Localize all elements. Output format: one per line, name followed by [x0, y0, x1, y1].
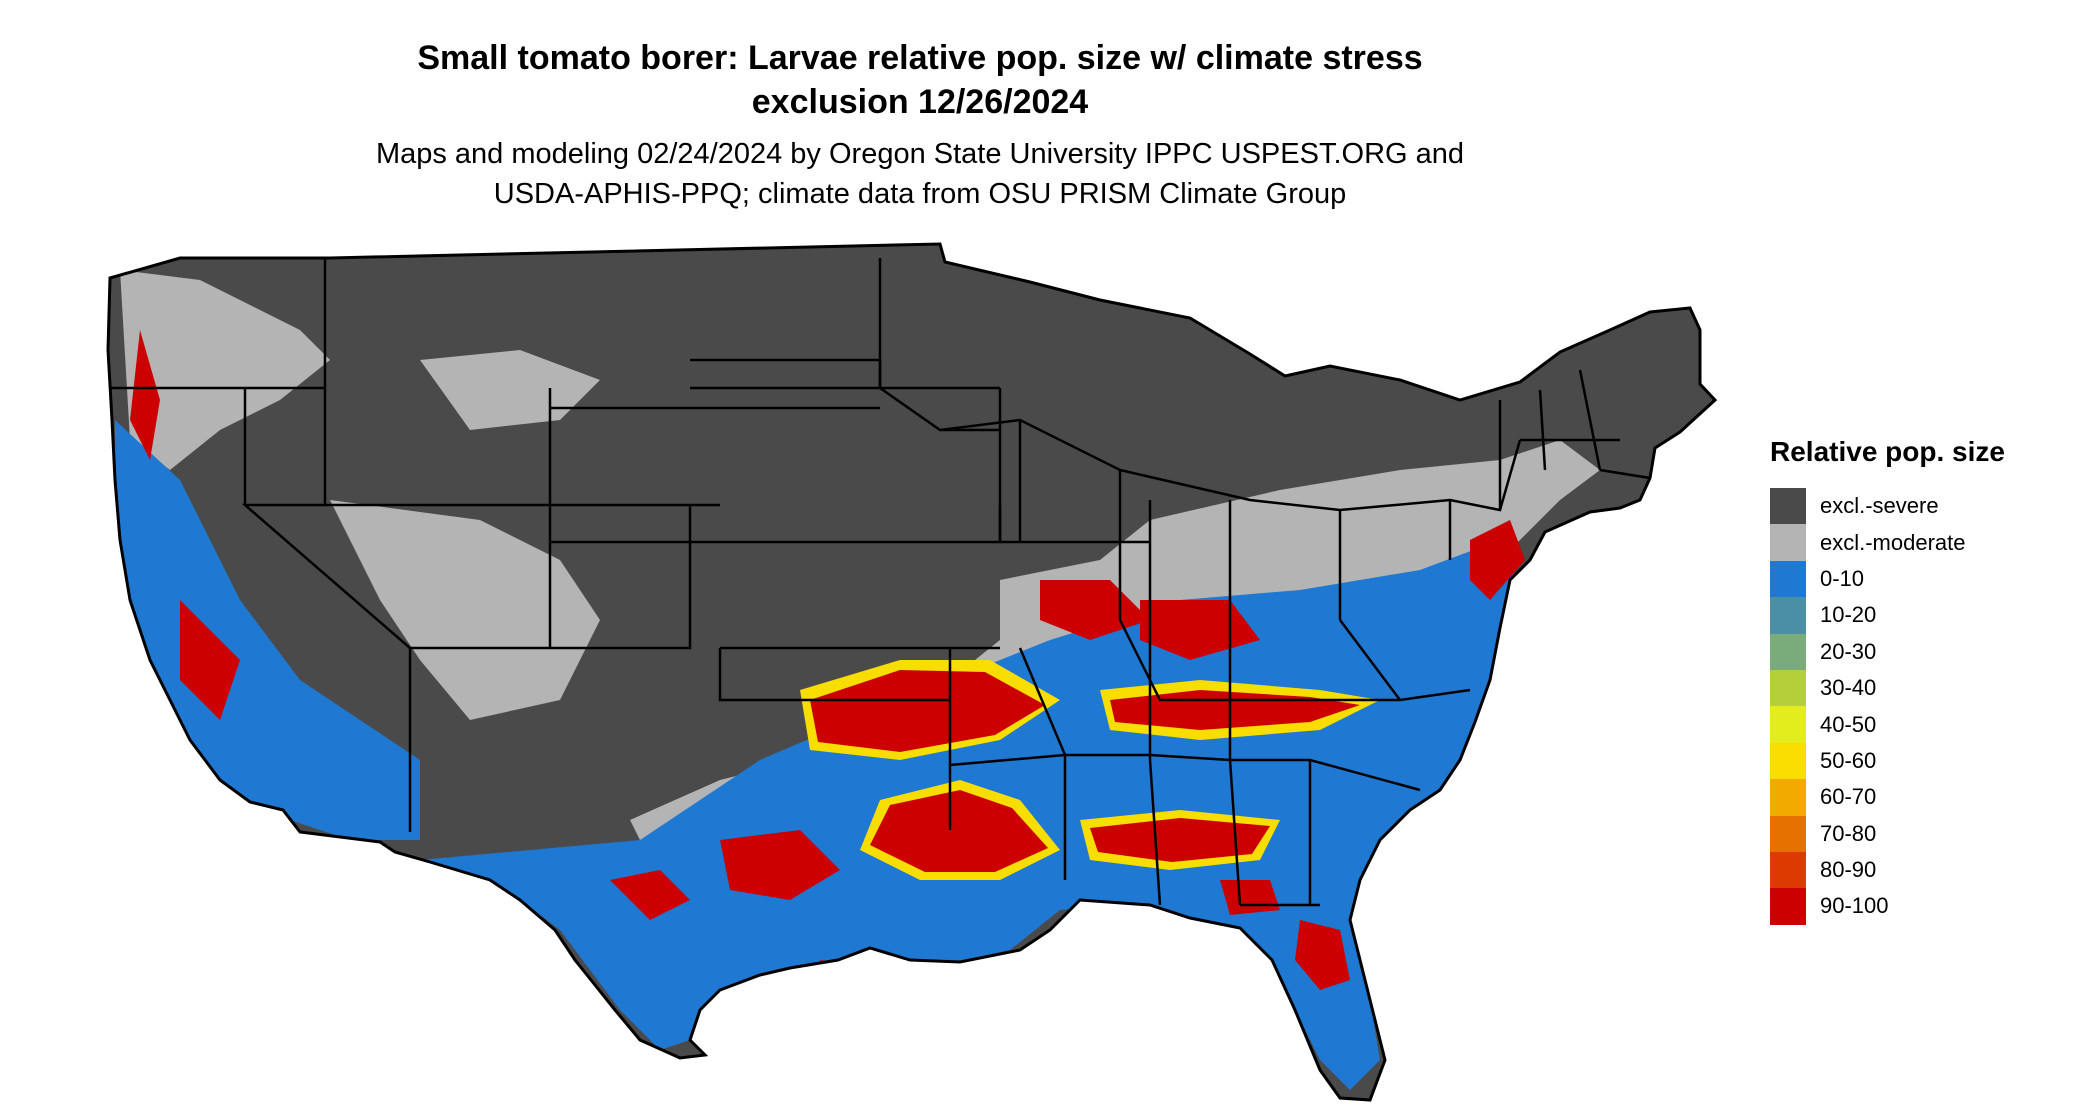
legend-label: 20-30	[1820, 638, 1877, 664]
legend-swatch	[1770, 669, 1806, 707]
legend-swatch	[1770, 706, 1806, 743]
legend-swatch	[1770, 742, 1806, 780]
legend-item: 30-40	[1770, 669, 2005, 707]
legend-item: 20-30	[1770, 633, 2005, 670]
legend-swatch	[1770, 633, 1806, 670]
map-title-line-1: Small tomato borer: Larvae relative pop.…	[417, 39, 1423, 77]
legend-item: 10-20	[1770, 597, 2005, 634]
legend-item: 90-100	[1770, 888, 2005, 925]
legend-items: excl.-severe excl.-moderate 0-10 10-20 20-30…	[1770, 488, 2005, 925]
map-subtitle-line-1: Maps and modeling 02/24/2024 by Oregon S…	[375, 138, 1465, 170]
map-subtitle-line-2: USDA-APHIS-PPQ; climate data from OSU PR…	[493, 178, 1347, 210]
map-title: Small tomato borer: Larvae relative pop.…	[0, 36, 1840, 124]
legend-item: 40-50	[1770, 706, 2005, 743]
state-boundaries	[110, 258, 1651, 907]
map-title-line-2: exclusion 12/26/2024	[751, 83, 1089, 121]
legend-swatch	[1770, 888, 1806, 925]
legend-swatch	[1770, 851, 1806, 889]
legend-label: 10-20	[1820, 602, 1877, 628]
legend-label: 30-40	[1820, 675, 1877, 701]
range-0-10	[115, 420, 1525, 1090]
legend-label: 70-80	[1820, 820, 1877, 846]
legend-swatch	[1770, 560, 1806, 598]
legend-item: 70-80	[1770, 815, 2005, 852]
moderate-zone	[120, 270, 1600, 860]
legend-label: 40-50	[1820, 711, 1877, 737]
state-line	[1498, 369, 1651, 480]
legend-item: excl.-moderate	[1770, 524, 2005, 561]
map-subtitle: Maps and modeling 02/24/2024 by Oregon S…	[0, 134, 1840, 214]
state-line	[718, 619, 1471, 907]
legend-label: excl.-severe	[1820, 493, 1939, 519]
legend-swatch	[1770, 815, 1806, 852]
us-map	[106, 242, 1717, 1102]
legend-label: excl.-moderate	[1820, 529, 1966, 555]
legend-swatch	[1770, 524, 1806, 561]
state-line	[110, 258, 1522, 832]
legend-item: excl.-severe	[1770, 488, 2005, 525]
legend-label: 50-60	[1820, 747, 1877, 773]
legend-item: 80-90	[1770, 851, 2005, 889]
legend-item: 50-60	[1770, 742, 2005, 780]
legend-title: Relative pop. size	[1770, 436, 2005, 467]
legend-label: 60-70	[1820, 784, 1877, 810]
range-90-100	[130, 330, 1525, 1010]
legend-item: 0-10	[1770, 560, 2005, 598]
legend: Relative pop. size excl.-severe excl.-mod…	[1770, 436, 2005, 925]
legend-label: 90-100	[1820, 893, 1889, 919]
legend-swatch	[1770, 488, 1806, 525]
legend-swatch	[1770, 779, 1806, 816]
legend-label: 0-10	[1820, 565, 1865, 591]
legend-swatch	[1770, 597, 1806, 634]
legend-label: 80-90	[1820, 857, 1877, 883]
legend-item: 60-70	[1770, 779, 2005, 816]
state-line	[550, 358, 1502, 760]
